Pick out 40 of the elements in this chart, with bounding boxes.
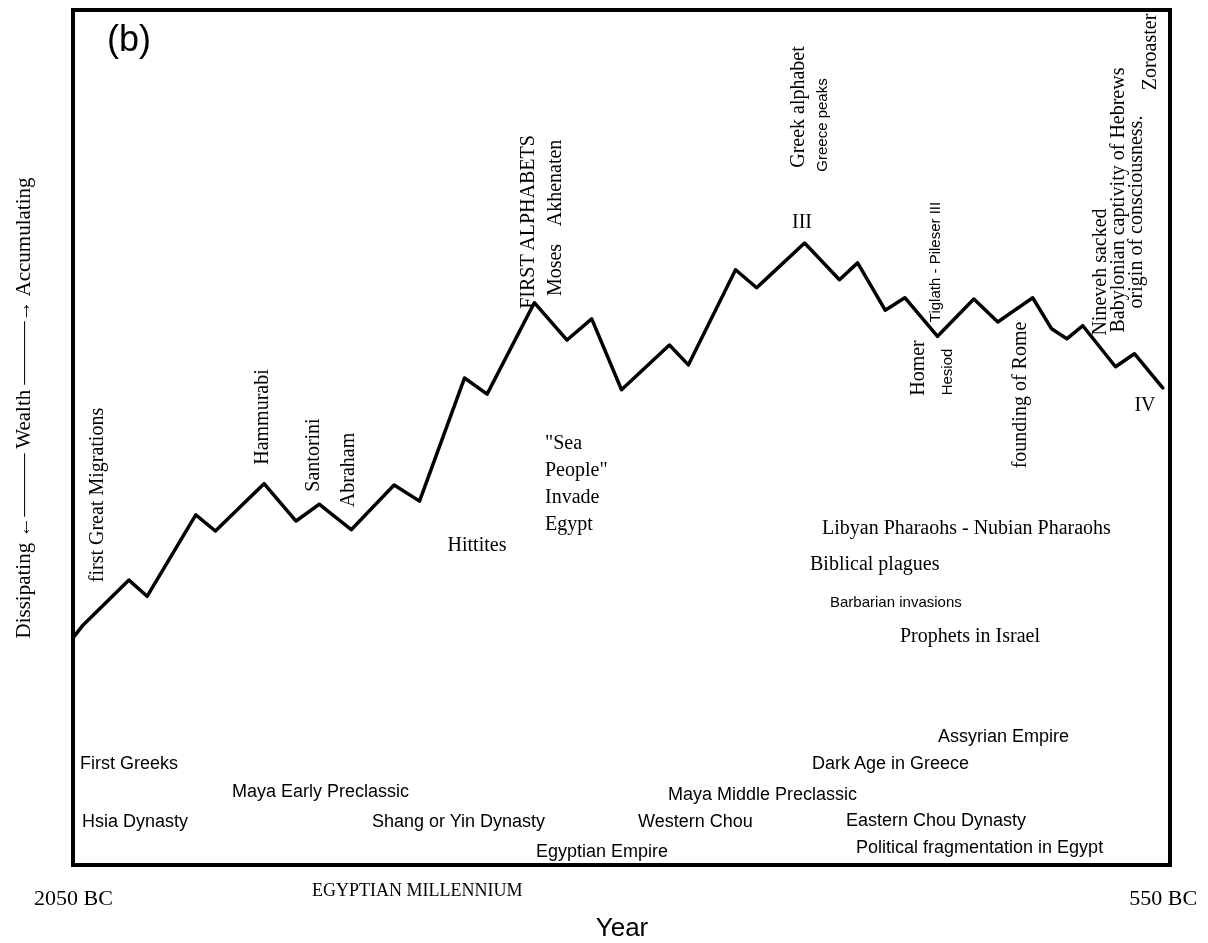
annotation: Biblical plagues <box>810 552 940 575</box>
annotation: founding of Rome <box>1008 321 1031 469</box>
annotation: FIRST ALPHABETS <box>516 135 538 309</box>
text: (b) <box>107 18 151 59</box>
x-tick-label: 2050 BC <box>34 884 113 910</box>
annotation: Moses <box>543 243 565 297</box>
annotation: Abraham <box>336 432 358 508</box>
y-axis-title: Dissipating ←——— Wealth ———→ Accumulating <box>10 176 35 639</box>
annotation: Barbarian invasions <box>830 593 962 610</box>
annotation: Eastern Chou Dynasty <box>846 810 1027 830</box>
x-tick-label: 550 BC <box>1129 884 1198 910</box>
annotation: Santorini <box>301 417 323 492</box>
text: III <box>792 210 812 232</box>
text: Akhenaten <box>543 139 565 227</box>
annotation: Prophets in Israel <box>900 624 1041 647</box>
annotation: Hsia Dynasty <box>82 811 189 831</box>
annotation: Political fragmentation in Egypt <box>856 837 1104 857</box>
annotation: Nineveh sacked <box>1088 208 1110 336</box>
annotation: Libyan Pharaohs - Nubian Pharaohs <box>822 516 1112 539</box>
annotation: Maya Middle Preclassic <box>668 784 858 804</box>
text: Zoroaster <box>1138 13 1160 91</box>
x-axis-title: Year <box>595 911 649 942</box>
annotation: "Sea People" Invade Egypt <box>545 431 608 535</box>
annotation: Hittites <box>447 533 507 555</box>
annotation: first Great Migrations <box>85 407 108 583</box>
annotation: Dark Age in Greece <box>812 753 970 773</box>
annotation: IV <box>1134 393 1157 415</box>
annotation: Homer <box>906 339 928 396</box>
text: Greece peaks <box>813 78 830 172</box>
text: Greek alphabet <box>786 45 809 168</box>
text: EGYPTIAN MILLENNIUM <box>312 880 523 900</box>
annotation: Shang or Yin Dynasty <box>372 811 546 831</box>
annotation: Hesiod <box>938 348 955 396</box>
annotation: Egyptian Empire <box>536 841 669 861</box>
annotation: First Greeks <box>80 753 179 773</box>
annotation: Western Chou <box>638 811 753 831</box>
annotation: Maya Early Preclassic <box>232 781 410 801</box>
annotation: Hammurabi <box>250 368 272 465</box>
annotation: Assyrian Empire <box>938 726 1070 746</box>
annotation: Tiglath - Pileser III <box>926 201 943 323</box>
